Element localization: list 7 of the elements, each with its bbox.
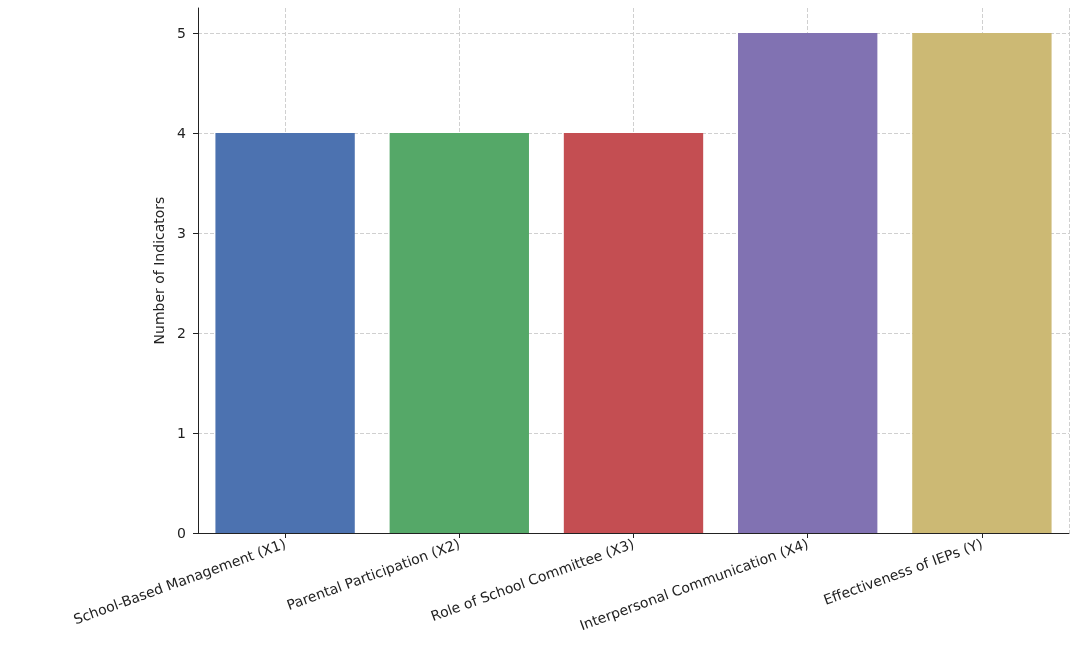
y-tick-label: 1 (177, 425, 186, 441)
y-tick-label: 0 (177, 525, 186, 541)
y-tick-label: 4 (177, 125, 187, 141)
y-tick-label: 2 (177, 325, 186, 341)
y-tick-label: 3 (177, 225, 186, 241)
y-axis-title: Number of Indicators (151, 196, 167, 345)
y-tick-label: 5 (177, 25, 186, 41)
